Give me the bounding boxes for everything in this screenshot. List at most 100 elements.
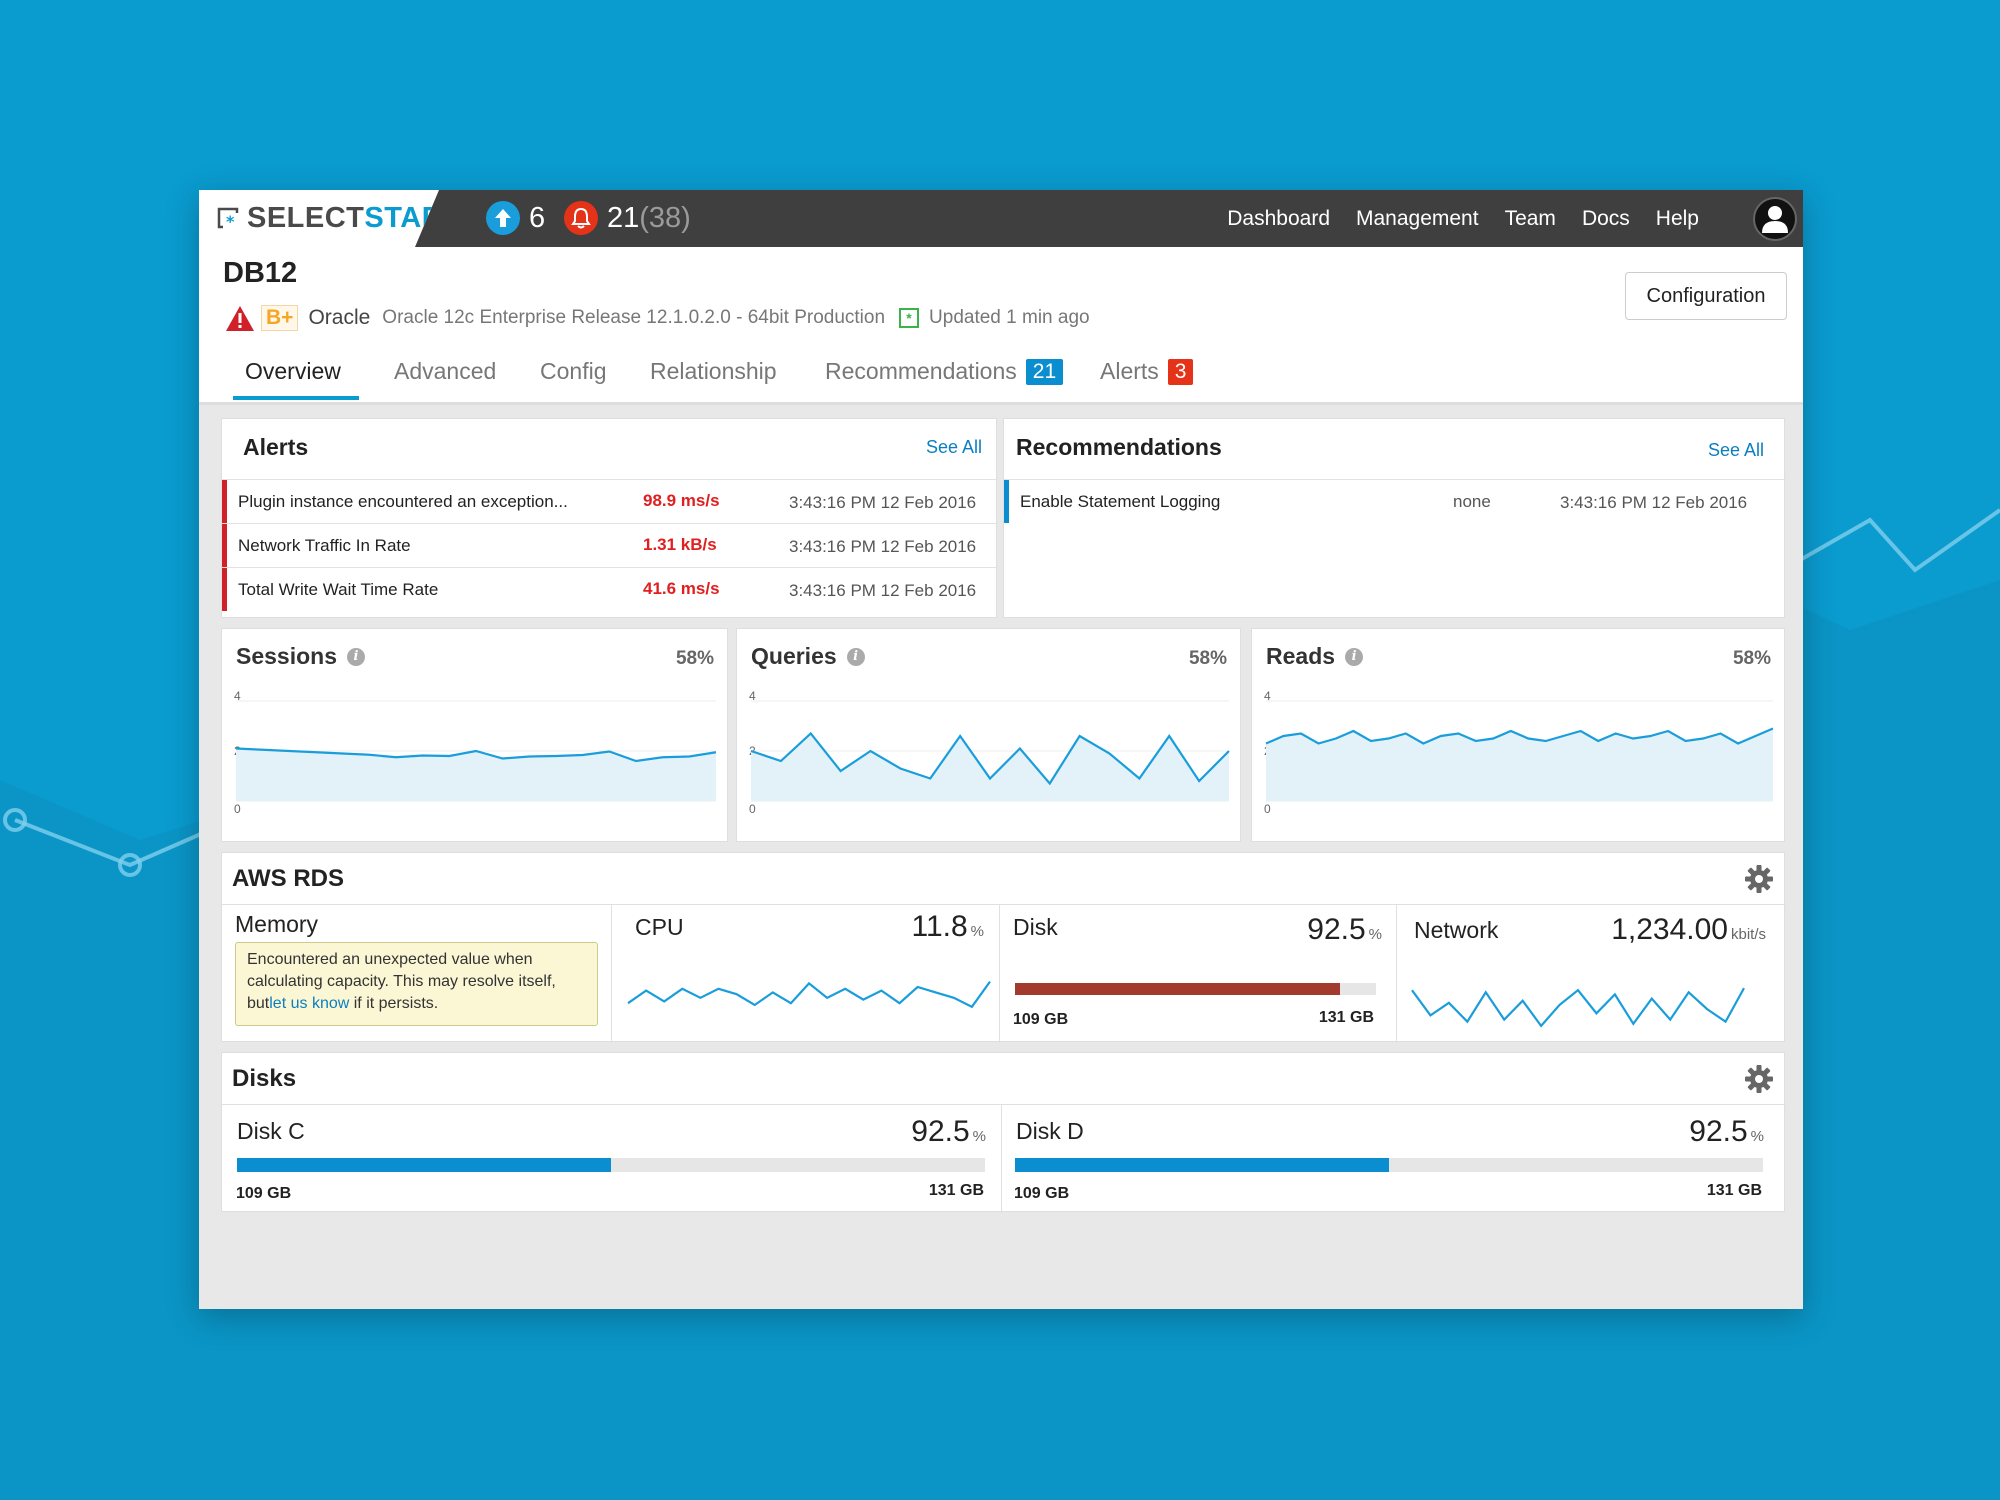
sessions-chart-panel: Sessions i 58% 420 (221, 628, 728, 842)
active-tab-indicator (233, 396, 359, 400)
db-release: Oracle 12c Enterprise Release 12.1.0.2.0… (382, 307, 886, 328)
y-tick-label: 0 (1264, 802, 1271, 816)
nav-help[interactable]: Help (1655, 206, 1699, 230)
queries-chart: 420 (749, 691, 1230, 816)
warning-icon (226, 305, 254, 331)
tab-label: Relationship (650, 358, 777, 384)
alert-counter[interactable]: 21 (38) (564, 201, 691, 235)
alert-row[interactable]: Network Traffic In Rate 1.31 kB/s 3:43:1… (222, 523, 998, 567)
recommendations-panel: Recommendations See All Enable Statement… (1003, 418, 1786, 618)
alerts-see-all-link[interactable]: See All (925, 437, 982, 457)
info-icon[interactable]: i (846, 647, 865, 666)
chart-title-text: Queries (751, 643, 837, 669)
info-icon[interactable]: i (1345, 647, 1364, 666)
aws-rds-panel: AWS RDS Memory Encountered an unexpe (221, 852, 1786, 1043)
logo[interactable]: * SELECTSTAR (199, 190, 439, 247)
grade-badge: B+ (261, 305, 299, 331)
disk-d-usage-fill (1015, 1158, 1389, 1172)
divider (611, 905, 612, 1043)
chart-title: Reads i (1266, 643, 1364, 670)
disk-total: 131 GB (1318, 1009, 1374, 1026)
divider (999, 905, 1000, 1043)
divider (1001, 1105, 1002, 1213)
tab-relationship[interactable]: Relationship (650, 358, 777, 385)
info-icon[interactable]: i (347, 647, 365, 666)
logo-icon: * (217, 207, 241, 231)
alert-time: 3:43:16 PM 12 Feb 2016 (789, 537, 977, 556)
warning-text: if it persists. (349, 995, 439, 1012)
upgrade-counter[interactable]: 6 (486, 201, 545, 235)
y-tick-label: 4 (234, 691, 241, 703)
alert-time: 3:43:16 PM 12 Feb 2016 (789, 493, 977, 512)
gear-icon[interactable] (1744, 1064, 1774, 1094)
reads-chart: 420 (1264, 691, 1774, 816)
cpu-sparkline (627, 980, 991, 1009)
memory-warning: Encountered an unexpected value when cal… (235, 942, 598, 1026)
divider (1396, 905, 1397, 1043)
y-tick-label: 4 (749, 691, 756, 703)
arrow-up-icon (486, 201, 520, 235)
chart-title: Queries i (751, 643, 865, 670)
disk-c-usage-fill (237, 1158, 611, 1172)
tab-recommendations[interactable]: Recommendations 21 (825, 358, 1064, 385)
tab-advanced[interactable]: Advanced (394, 358, 496, 385)
chart-title-text: Sessions (236, 643, 337, 669)
configuration-button[interactable]: Configuration (1625, 272, 1787, 320)
alert-name: Network Traffic In Rate (238, 536, 411, 555)
page-header: DB12 B+ Oracle Oracle 12c Enterprise Rel… (199, 247, 1803, 345)
recommendation-row[interactable]: Enable Statement Logging none 3:43:16 PM… (1004, 479, 1786, 523)
app-window: * SELECTSTAR 6 21 (38) Dashboard Managem… (199, 190, 1803, 1309)
network-value-number: 1,234.00 (1611, 913, 1728, 946)
nav-team[interactable]: Team (1504, 206, 1556, 230)
recommendations-panel-title: Recommendations (1016, 434, 1222, 460)
alert-row[interactable]: Total Write Wait Time Rate 41.6 ms/s 3:4… (222, 567, 998, 611)
gear-icon[interactable] (1744, 864, 1774, 894)
top-navbar: * SELECTSTAR 6 21 (38) Dashboard Managem… (199, 190, 1803, 247)
let-us-know-link[interactable]: let us know (269, 995, 350, 1012)
cpu-title: CPU (635, 914, 684, 940)
tab-label: Overview (245, 358, 341, 384)
disk-value-number: 92.5 (1307, 913, 1366, 946)
recommendations-count-badge: 21 (1025, 358, 1064, 385)
recommendations-see-all-link[interactable]: See All (1707, 440, 1764, 460)
sparkline-line (1411, 987, 1745, 1028)
chart-percent: 58% (1188, 648, 1227, 669)
chart-percent: 58% (675, 648, 714, 669)
disk-d-unit: % (1750, 1128, 1764, 1145)
network-value: 1,234.00 kbit/s (1611, 913, 1766, 947)
disk-c-value: 92.5% (911, 1115, 986, 1149)
disks-title: Disks (232, 1065, 297, 1092)
nav-management[interactable]: Management (1356, 206, 1479, 230)
severity-bar (222, 568, 227, 611)
cpu-value: 11.8% (911, 910, 984, 944)
user-avatar[interactable] (1753, 197, 1797, 241)
chart-title: Sessions i (236, 643, 365, 670)
disk-c-unit: % (972, 1128, 986, 1145)
tab-alerts[interactable]: Alerts 3 (1100, 358, 1194, 385)
series-area (1266, 728, 1773, 801)
chart-percent: 58% (1732, 648, 1771, 669)
disks-panel: Disks Disk C 92.5% 109 GB 131 GB (221, 1052, 1786, 1213)
alert-name: Plugin instance encountered an exception… (238, 492, 568, 511)
nav-docs[interactable]: Docs (1581, 206, 1630, 230)
disk-unit: % (1368, 926, 1382, 943)
disk-c-value-number: 92.5 (911, 1115, 970, 1148)
tab-config[interactable]: Config (540, 358, 606, 385)
disk-d-value-number: 92.5 (1689, 1115, 1748, 1148)
alert-value: 41.6 ms/s (643, 579, 720, 598)
refresh-icon: * (899, 308, 920, 328)
alert-row[interactable]: Plugin instance encountered an exception… (222, 479, 998, 523)
recommendation-value: none (1453, 492, 1491, 511)
alert-name: Total Write Wait Time Rate (238, 580, 439, 599)
nav-dashboard[interactable]: Dashboard (1227, 206, 1330, 230)
disk-d-used: 109 GB (1014, 1185, 1070, 1202)
warning-text: Encountered an unexpected value when cal… (247, 951, 556, 1012)
tab-overview[interactable]: Overview (245, 358, 341, 385)
network-title: Network (1414, 917, 1499, 943)
y-tick-label: 0 (234, 802, 241, 816)
network-sparkline (1411, 987, 1745, 1028)
disk-c-used: 109 GB (236, 1185, 292, 1202)
severity-bar (222, 524, 227, 567)
